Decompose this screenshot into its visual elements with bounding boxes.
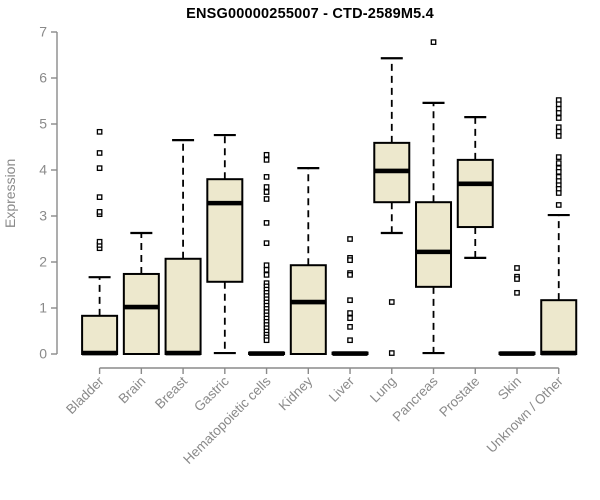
x-tick-label: Lung	[367, 374, 399, 406]
iqr-box	[206, 178, 244, 283]
outlier-point	[263, 240, 270, 246]
outlier-point	[96, 238, 103, 245]
outlier-point	[263, 157, 270, 163]
outlier-point	[96, 209, 103, 215]
outlier-point	[347, 297, 353, 304]
outlier-point	[96, 165, 103, 172]
x-tick-label: Prostate	[436, 374, 482, 420]
iqr-box	[540, 299, 578, 355]
box-gastric	[206, 133, 244, 355]
outlier-point	[263, 151, 270, 158]
y-tick-label: 6	[39, 70, 47, 86]
box-brain	[122, 231, 160, 355]
outlier-point	[555, 160, 562, 166]
outlier-point	[347, 272, 353, 278]
box-bladder	[81, 128, 119, 356]
outlier-point	[388, 350, 395, 356]
outlier-point	[347, 257, 353, 264]
outlier-point	[263, 337, 270, 344]
iqr-box	[81, 314, 119, 356]
outlier-point	[263, 272, 270, 278]
box-liver	[331, 236, 369, 356]
outlier-point	[263, 189, 270, 195]
box-hematopoietic-cells	[248, 151, 286, 356]
y-tick-label: 1	[39, 300, 47, 316]
y-tick-label: 2	[39, 254, 47, 270]
outlier-point	[514, 265, 520, 271]
iqr-box	[456, 158, 494, 229]
outlier-point	[555, 101, 562, 108]
outlier-point	[555, 202, 562, 208]
outlier-point	[347, 337, 353, 344]
outlier-point	[263, 196, 270, 202]
iqr-box	[289, 264, 327, 355]
x-tick-label: Breast	[152, 373, 190, 411]
outlier-point	[263, 220, 270, 226]
x-tick-label: Pancreas	[390, 373, 441, 424]
box-unknown-other	[540, 97, 578, 356]
x-tick-label: Unknown / Other	[484, 373, 567, 456]
outlier-point	[263, 266, 270, 273]
y-tick-label: 4	[39, 162, 47, 178]
box-prostate	[456, 115, 494, 259]
y-tick-label: 0	[39, 346, 47, 362]
x-tick-label: Liver	[326, 373, 358, 405]
outlier-point	[555, 110, 562, 116]
outlier-point	[514, 289, 520, 296]
outlier-point	[430, 39, 437, 45]
outlier-point	[263, 262, 270, 269]
outlier-point	[263, 184, 270, 190]
y-tick-label: 7	[39, 24, 47, 40]
x-tick-label: Skin	[495, 374, 524, 403]
outlier-point	[347, 310, 353, 316]
x-tick-label: Brain	[116, 374, 149, 407]
y-tick-label: 5	[39, 116, 47, 132]
x-tick-label: Gastric	[191, 373, 232, 414]
x-tick-label: Bladder	[63, 373, 107, 417]
outlier-point	[555, 154, 562, 160]
outlier-point	[96, 150, 103, 156]
outlier-point	[347, 236, 353, 242]
box-lung	[373, 57, 411, 356]
box-skin	[498, 265, 536, 356]
x-tick-label: Kidney	[276, 373, 316, 413]
box-breast	[164, 139, 202, 356]
outlier-point	[555, 168, 562, 175]
outlier-point	[555, 190, 562, 196]
outlier-point	[96, 194, 103, 200]
outlier-point	[347, 324, 353, 330]
box-pancreas	[415, 39, 453, 355]
outlier-point	[96, 128, 103, 135]
outlier-point	[263, 174, 270, 180]
iqr-box	[164, 257, 202, 355]
outlier-point	[388, 299, 395, 305]
outlier-point	[514, 276, 520, 282]
outlier-point	[347, 315, 353, 321]
outlier-point	[555, 133, 562, 139]
chart-title: ENSG00000255007 - CTD-2589M5.4	[186, 6, 434, 22]
box-kidney	[289, 167, 327, 355]
outlier-point	[555, 124, 562, 131]
outlier-point	[555, 115, 562, 121]
y-tick-label: 3	[39, 208, 47, 224]
iqr-box	[415, 201, 453, 288]
iqr-box	[122, 272, 160, 355]
